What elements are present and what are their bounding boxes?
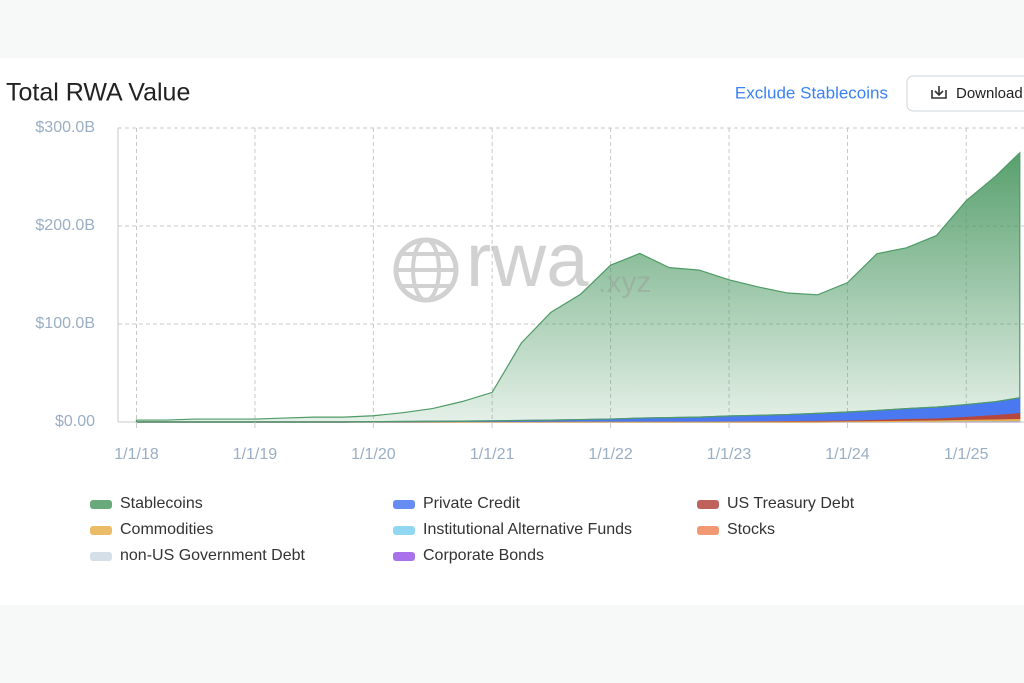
x-tick-label: 1/1/23 [707, 446, 752, 463]
legend-label: Commodities [120, 521, 213, 538]
chart-title: Total RWA Value [6, 79, 190, 107]
legend-swatch [393, 500, 415, 509]
y-tick-label: $300.0B [35, 119, 95, 136]
legend-label: Private Credit [423, 495, 520, 512]
legend-swatch [90, 500, 112, 509]
legend-swatch [697, 500, 719, 509]
watermark-name: rwa [466, 218, 589, 303]
x-tick-label: 1/1/25 [944, 446, 989, 463]
legend-label: Stocks [727, 521, 775, 538]
y-tick-label: $0.00 [55, 413, 95, 430]
legend-label: non-US Government Debt [120, 547, 306, 564]
download-icon[interactable] [931, 86, 947, 99]
x-tick-label: 1/1/21 [470, 446, 515, 463]
area [135, 151, 1021, 423]
x-tick-label: 1/1/19 [233, 446, 278, 463]
legend-swatch [393, 526, 415, 535]
legend-swatch [393, 552, 415, 561]
download-frame[interactable] [906, 75, 1024, 112]
legend-swatch [90, 552, 112, 561]
globe [393, 237, 459, 303]
exclude-stablecoins[interactable]: Exclude Stablecoins [735, 83, 888, 102]
y-tick-label: $200.0B [35, 217, 95, 234]
legend-swatch [90, 526, 112, 535]
x-tick-label: 1/1/22 [588, 446, 633, 463]
legend-label: Corporate Bonds [423, 547, 544, 564]
x-tick-label: 1/1/20 [351, 446, 396, 463]
x-tick-label: 1/1/24 [825, 446, 870, 463]
download-label[interactable]: Download [956, 85, 1023, 102]
watermark-domain: .xyz [598, 266, 651, 299]
legend-label: US Treasury Debt [727, 495, 855, 512]
legend-swatch [697, 526, 719, 535]
legend-label: Institutional Alternative Funds [423, 521, 632, 538]
watermark: rwa .xyz [393, 218, 651, 303]
legend-label: Stablecoins [120, 495, 203, 512]
x-tick-label: 1/1/18 [114, 446, 159, 463]
download-button[interactable]: Download [906, 75, 1024, 112]
globe [411, 238, 441, 302]
y-tick-label: $100.0B [35, 315, 95, 332]
